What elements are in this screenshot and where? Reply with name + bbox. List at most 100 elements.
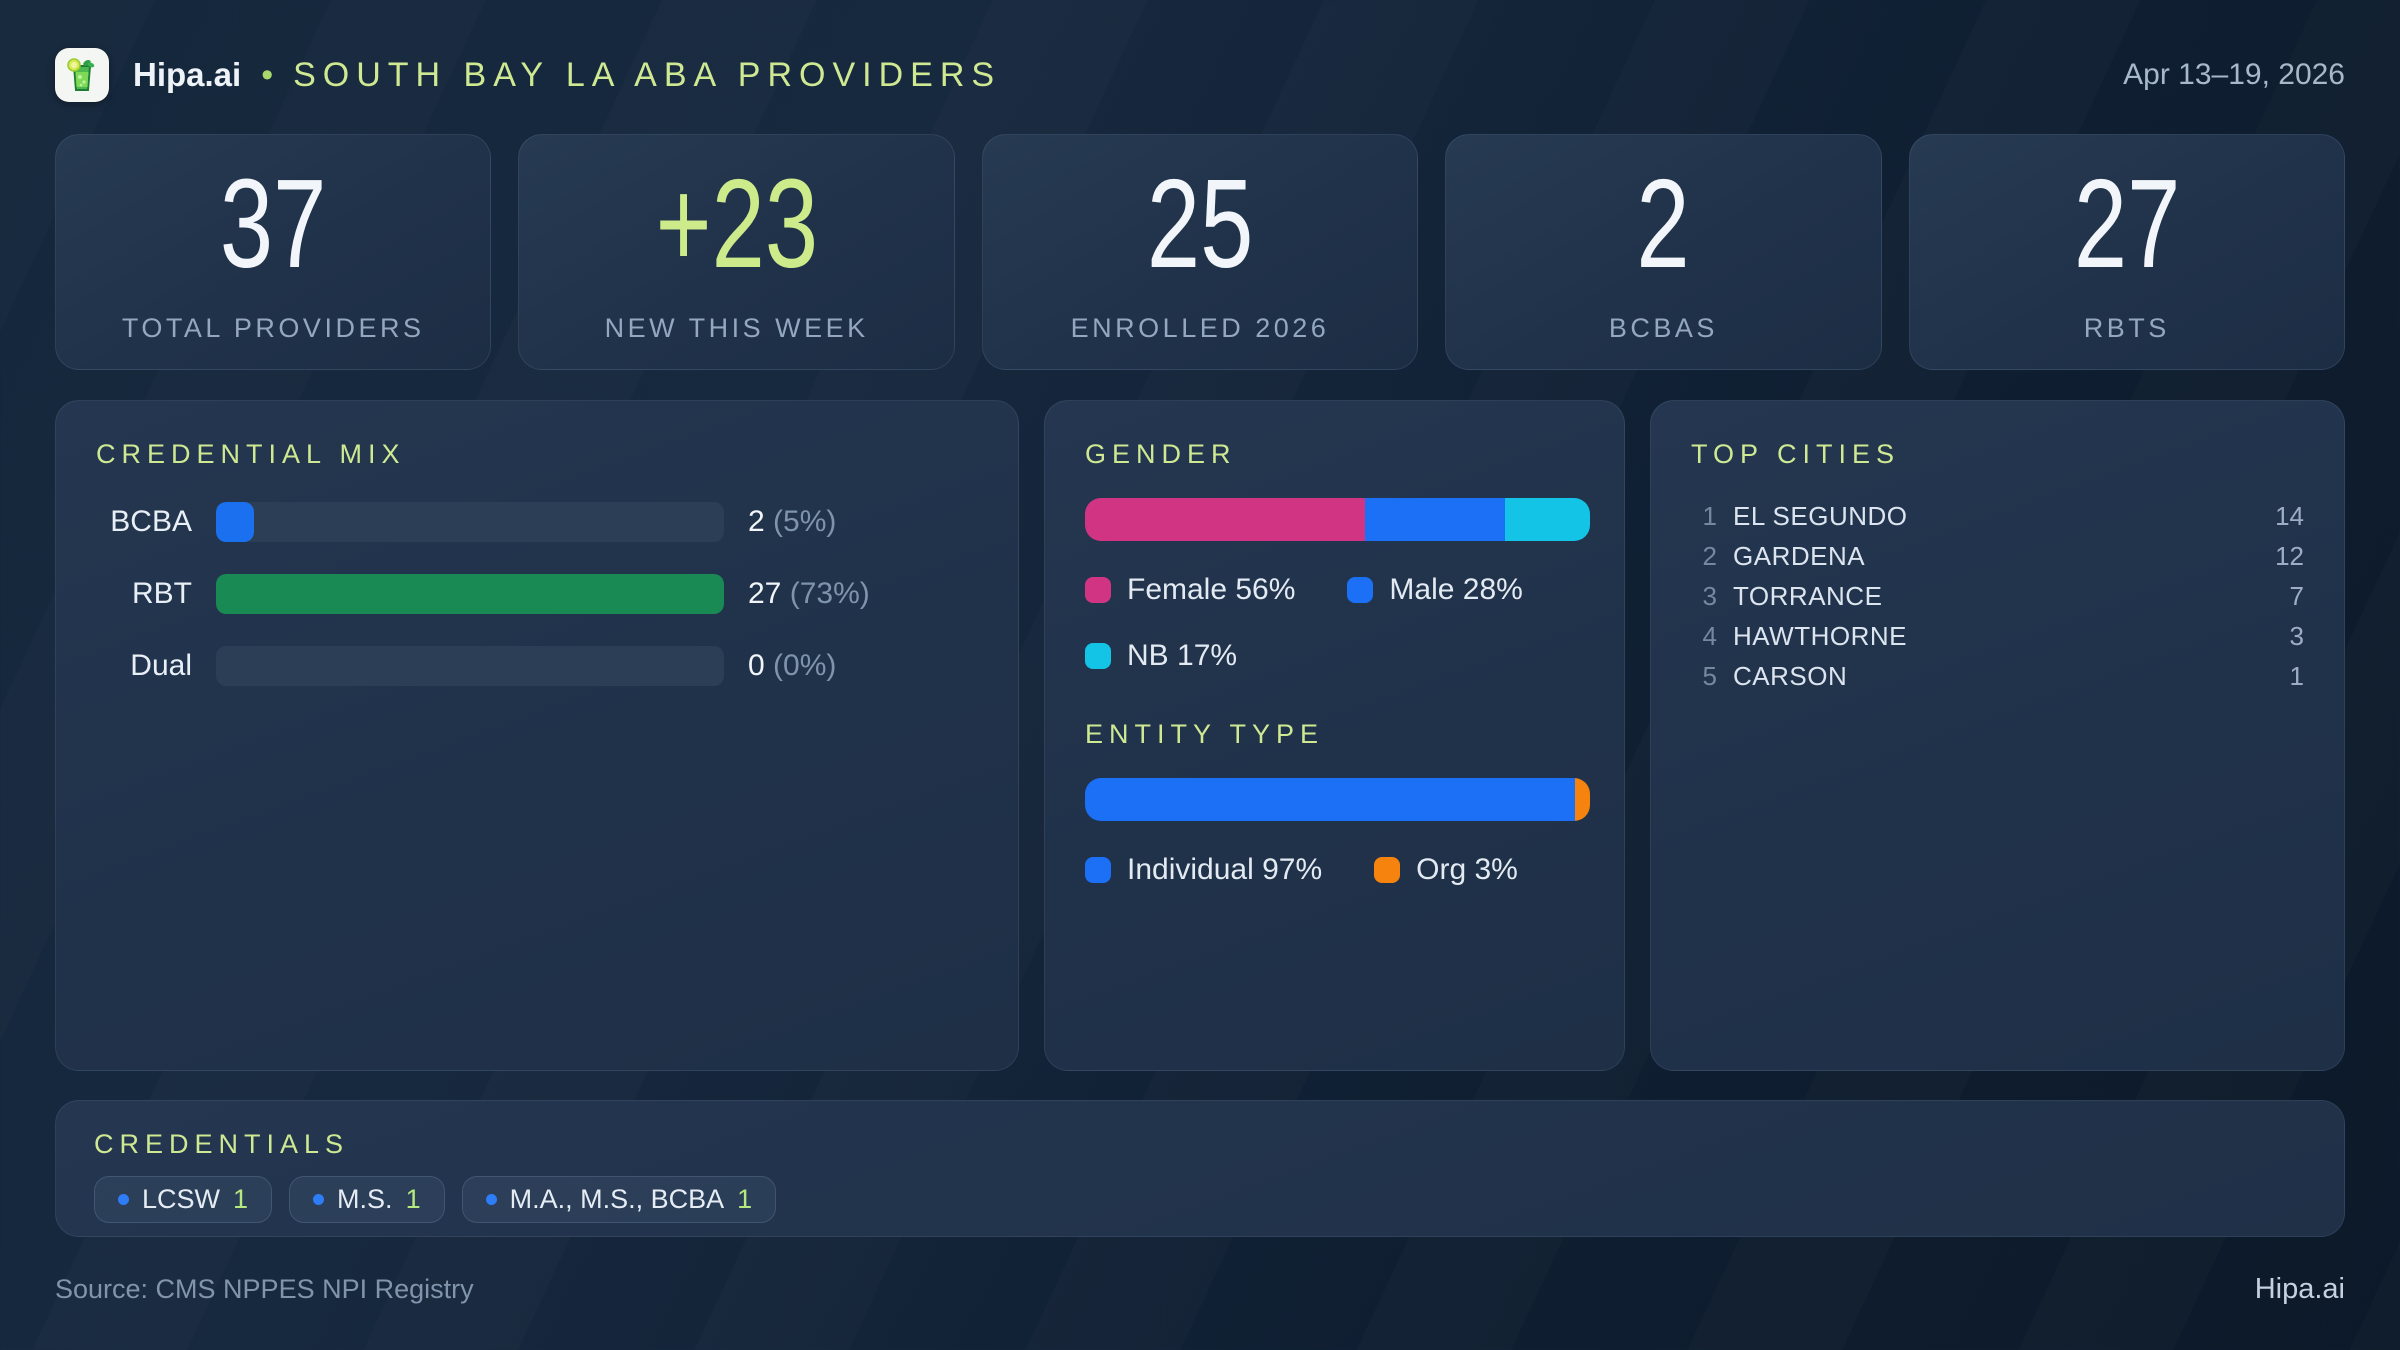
chip-label: M.A., M.S., BCBA	[509, 1184, 725, 1214]
city-rank: 5	[1702, 660, 1717, 691]
stat-label: TOTAL PROVIDERS	[121, 312, 425, 343]
stat-label: BCBAS	[1608, 312, 1718, 343]
row-value: 0 (0%)	[748, 649, 837, 682]
stat-card-bcbas: 2 BCBAS	[1445, 134, 1882, 370]
entity-stacked-bar	[1085, 778, 1590, 821]
legend-item-female: Female 56%	[1085, 573, 1295, 607]
city-row: 5 CARSON 1	[1691, 656, 2304, 696]
row-label: Dual	[130, 649, 192, 682]
stat-value: 25	[1146, 152, 1254, 294]
stat-label: RBTS	[2083, 312, 2170, 343]
stat-card-enrolled: 25 ENROLLED 2026	[981, 134, 1419, 370]
data-source: Source: CMS NPPES NPI Registry	[55, 1274, 474, 1304]
city-rank: 3	[1702, 580, 1717, 611]
org-swatch-icon	[1374, 857, 1401, 883]
chip-label: LCSW	[142, 1184, 221, 1214]
male-swatch-icon	[1347, 577, 1374, 603]
legend-label: Male 28%	[1389, 573, 1523, 606]
credential-chip-ma-ms-bcba: M.A., M.S., BCBA 1	[461, 1176, 777, 1223]
stat-value: 37	[219, 152, 327, 294]
individual-swatch-icon	[1085, 857, 1111, 883]
city-count: 7	[2289, 580, 2304, 611]
panel-title: CREDENTIAL MIX	[96, 439, 406, 469]
legend-item-individual: Individual 97%	[1085, 853, 1322, 887]
legend-label: Individual 97%	[1127, 853, 1323, 886]
city-count: 1	[2289, 660, 2304, 691]
bar-fill	[216, 502, 254, 542]
credential-row-rbt: RBT 27 (73%)	[96, 574, 978, 614]
credential-chips: LCSW 1 M.S. 1 M.A., M.S., BCBA 1	[94, 1176, 2306, 1223]
gender-legend-row-1: Female 56% Male 28%	[1085, 573, 1584, 607]
stat-card-total-providers: 37 TOTAL PROVIDERS	[55, 134, 492, 370]
gender-legend-row-2: NB 17%	[1085, 639, 1584, 673]
row-label: BCBA	[110, 505, 192, 538]
city-count: 12	[2275, 540, 2304, 571]
chip-count: 1	[405, 1184, 421, 1214]
chip-count: 1	[737, 1184, 753, 1214]
mojito-glass-icon	[67, 58, 95, 91]
entity-segment-individual	[1085, 778, 1575, 821]
city-rank: 2	[1702, 540, 1717, 571]
page-title: SOUTH BAY LA ABA PROVIDERS	[293, 55, 1002, 94]
entity-segment-org	[1574, 778, 1590, 821]
chip-dot-icon	[118, 1194, 129, 1205]
chip-dot-icon	[313, 1194, 325, 1205]
gender-segment-male	[1364, 498, 1505, 541]
city-row: 2 GARDENA 12	[1691, 536, 2304, 576]
panel-title: GENDER	[1085, 439, 1237, 469]
stat-cards: 37 TOTAL PROVIDERS +23 NEW THIS WEEK 25 …	[55, 134, 2345, 370]
city-row: 4 HAWTHORNE 3	[1691, 616, 2304, 656]
city-name: HAWTHORNE	[1733, 620, 1907, 651]
credential-chip-lcsw: LCSW 1	[94, 1176, 273, 1223]
legend-label: Org 3%	[1416, 853, 1518, 886]
city-name: EL SEGUNDO	[1733, 500, 1908, 531]
stat-value: 27	[2073, 152, 2181, 294]
bar-fill	[216, 574, 724, 614]
bar-track	[216, 574, 724, 614]
city-rank: 1	[1702, 500, 1717, 531]
gender-entity-panel: GENDER Female 56% Male 28% N	[1044, 400, 1625, 1071]
stat-card-rbts: 27 RBTS	[1908, 134, 2345, 370]
stat-label: NEW THIS WEEK	[604, 312, 869, 343]
date-range: Apr 13–19, 2026	[2123, 58, 2345, 91]
row-value: 2 (5%)	[748, 505, 837, 538]
gender-segment-nb	[1504, 498, 1590, 541]
credential-row-bcba: BCBA 2 (5%)	[96, 502, 978, 542]
entity-legend-row: Individual 97% Org 3%	[1085, 853, 1584, 887]
header: Hipa.ai • SOUTH BAY LA ABA PROVIDERS Apr…	[55, 44, 2345, 106]
credentials-title: CREDENTIALS	[94, 1129, 350, 1159]
dashboard-page: Hipa.ai • SOUTH BAY LA ABA PROVIDERS Apr…	[0, 44, 2400, 1306]
female-swatch-icon	[1085, 577, 1111, 603]
footer-brand: Hipa.ai	[2254, 1273, 2345, 1305]
stat-card-new-this-week: +23 NEW THIS WEEK	[518, 134, 955, 370]
bar-track	[216, 646, 724, 686]
chip-dot-icon	[485, 1194, 497, 1205]
credential-mix-panel: CREDENTIAL MIX BCBA 2 (5%) RBT 27 (73%) …	[55, 400, 1019, 1071]
city-name: GARDENA	[1733, 540, 1866, 571]
row-label: RBT	[132, 577, 192, 610]
city-rank: 4	[1702, 620, 1717, 651]
stat-value: +23	[655, 152, 818, 294]
row-value: 27 (73%)	[748, 577, 870, 610]
panel-title: TOP CITIES	[1691, 439, 1901, 469]
top-cities-list: 1 EL SEGUNDO 14 2 GARDENA 12 3 TORRANCE …	[1691, 496, 2304, 696]
app-logo	[55, 48, 109, 102]
entity-type-title: ENTITY TYPE	[1085, 719, 1325, 749]
legend-item-org: Org 3%	[1374, 853, 1518, 887]
city-name: CARSON	[1733, 660, 1848, 691]
panels-row: CREDENTIAL MIX BCBA 2 (5%) RBT 27 (73%) …	[55, 400, 2345, 1071]
stat-value: 2	[1636, 152, 1691, 294]
city-count: 3	[2289, 620, 2304, 651]
top-cities-panel: TOP CITIES 1 EL SEGUNDO 14 2 GARDENA 1 2 …	[1650, 400, 2345, 1071]
legend-label: Female 56%	[1127, 573, 1296, 606]
city-name: TORRANCE	[1733, 580, 1883, 611]
gender-segment-female	[1085, 498, 1365, 541]
nb-swatch-icon	[1085, 643, 1111, 669]
brand-name: Hipa.ai	[133, 56, 242, 93]
city-row: 1 EL SEGUNDO 14	[1691, 496, 2304, 536]
city-count: 14	[2275, 500, 2304, 531]
bar-track	[216, 502, 724, 542]
credential-chip-ms: M.S. 1	[289, 1176, 445, 1223]
legend-label: NB 17%	[1127, 639, 1238, 672]
gender-stacked-bar	[1085, 498, 1590, 541]
